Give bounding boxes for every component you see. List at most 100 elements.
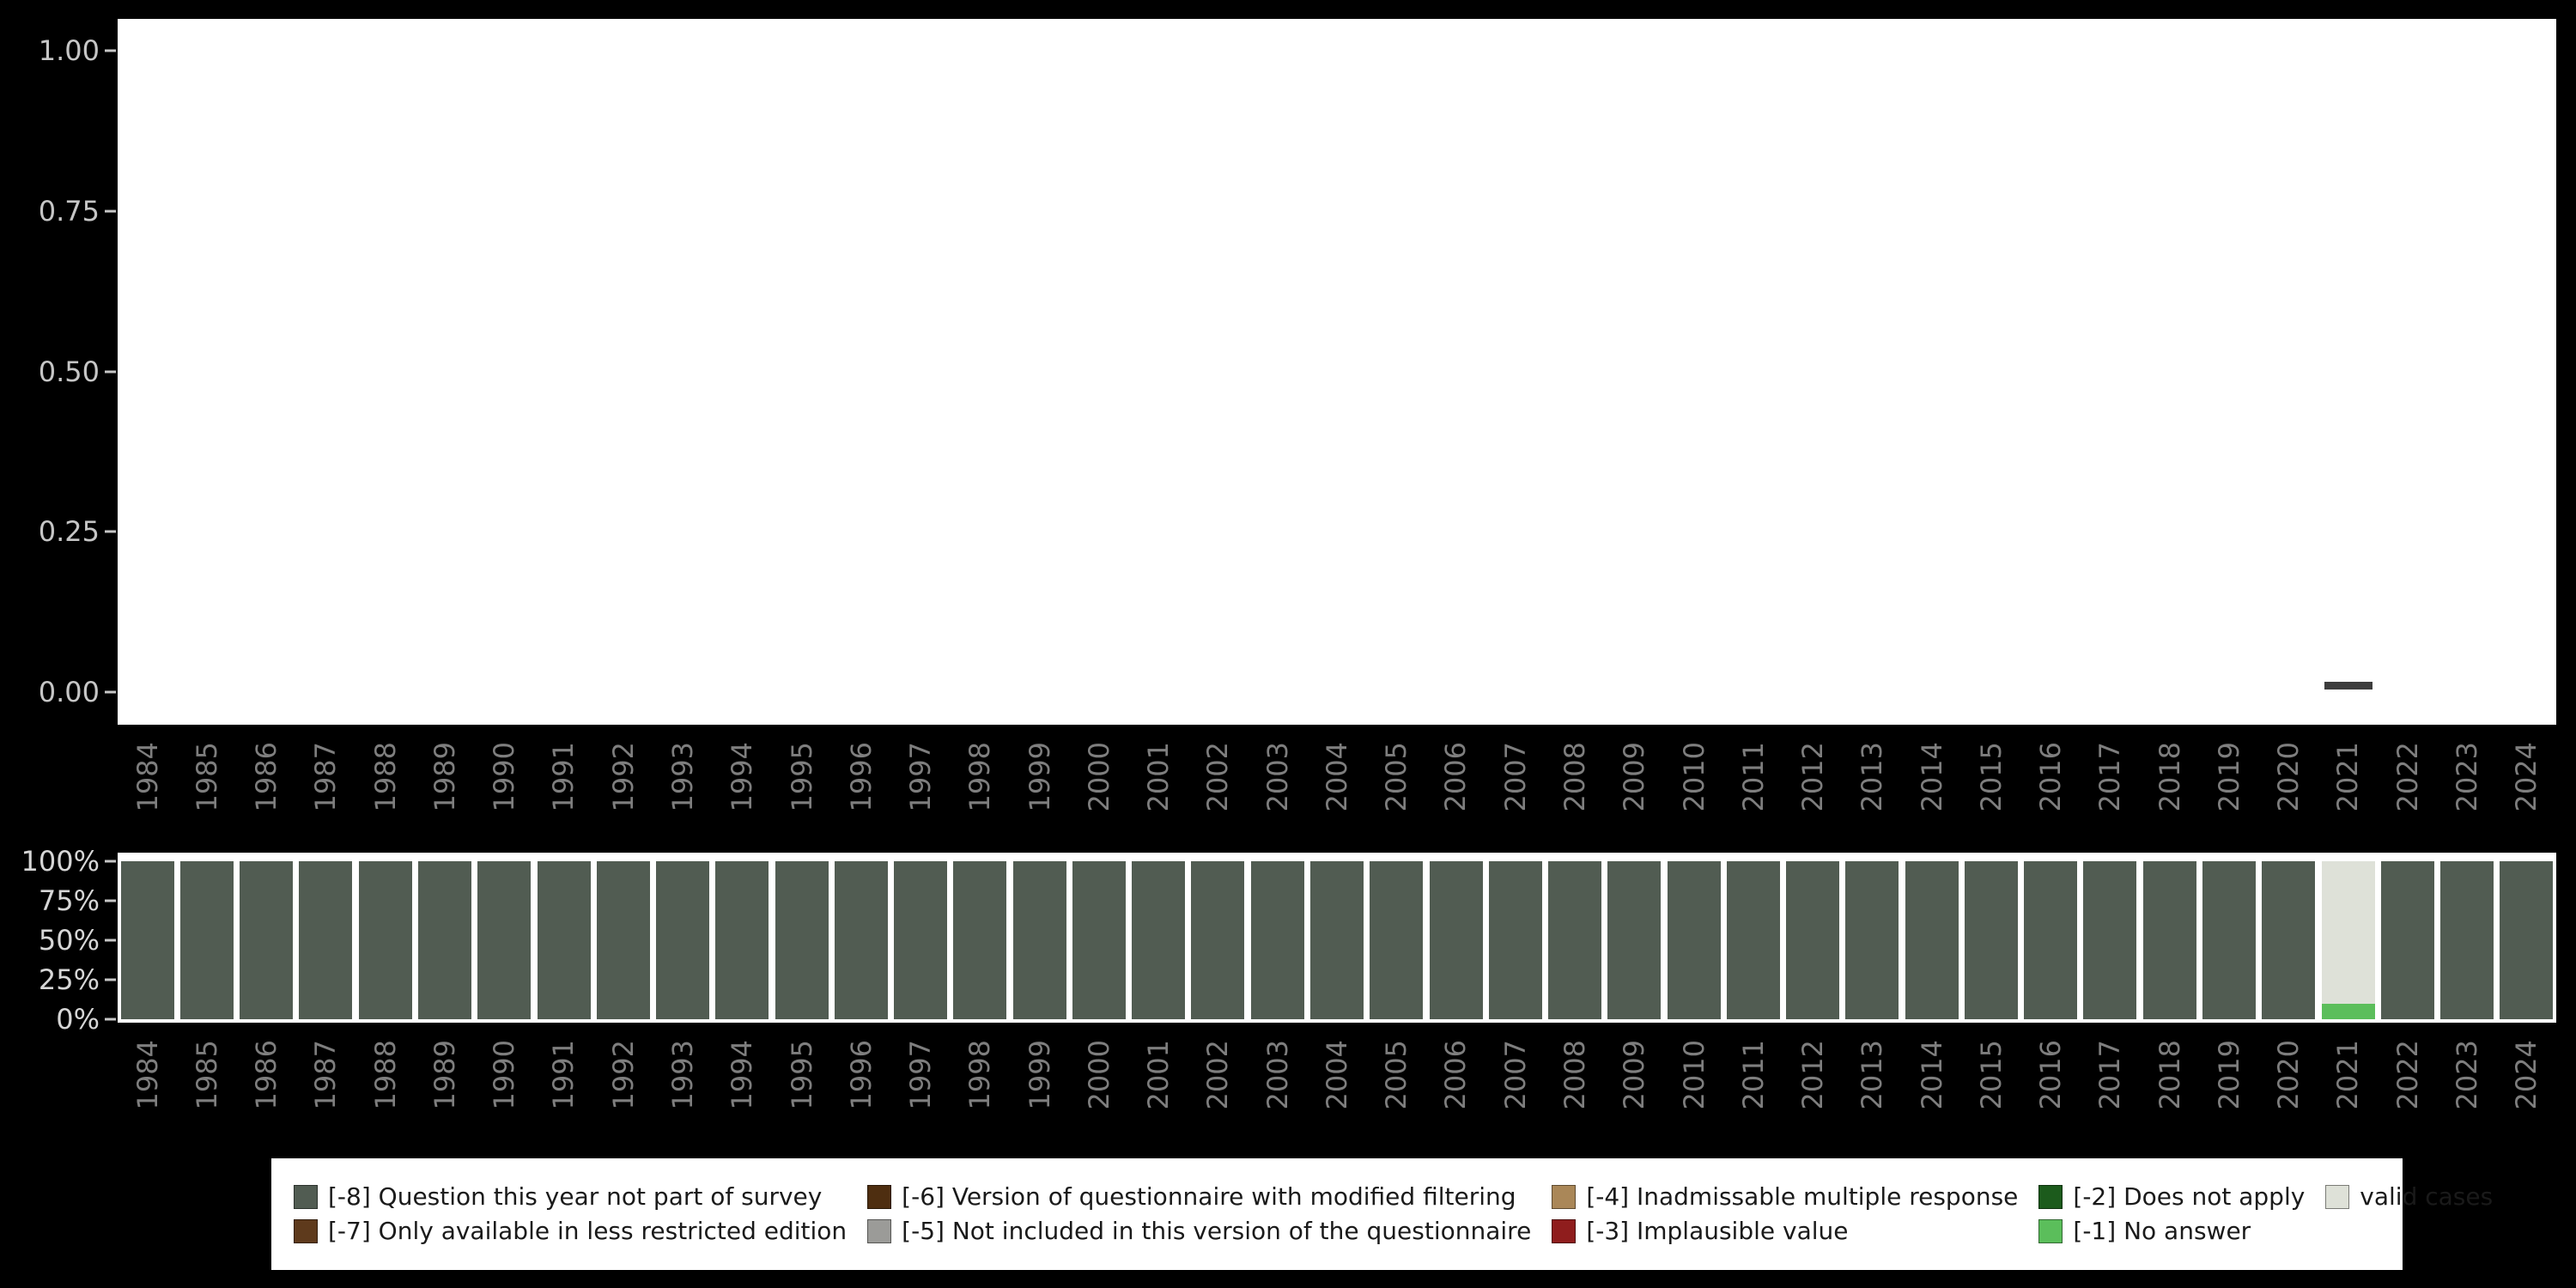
bar-segment	[953, 861, 1007, 1019]
x-year-label: 1999	[1023, 742, 1056, 812]
x-year-cell: 1988	[355, 1033, 415, 1146]
legend-item-m3: [-3] Implausible value	[1552, 1218, 2018, 1244]
legend-item-m8: [-8] Question this year not part of surv…	[294, 1184, 847, 1210]
x-year-label: 1986	[250, 1040, 283, 1110]
x-year-cell: 1998	[951, 1033, 1010, 1146]
x-year-cell: 1996	[831, 1033, 890, 1146]
top-y-tick-label: 1.00	[38, 34, 100, 67]
x-year-label: 1991	[547, 742, 580, 812]
legend-label: [-6] Version of questionnaire with modif…	[902, 1182, 1516, 1211]
bar-segment	[2380, 861, 2434, 1019]
bar-segment	[1250, 861, 1304, 1019]
x-year-cell: 1989	[415, 735, 474, 848]
x-year-cell: 1994	[713, 1033, 772, 1146]
x-year-cell: 1996	[831, 735, 890, 848]
x-year-cell: 1990	[475, 1033, 534, 1146]
x-year-label: 2021	[2331, 1040, 2365, 1110]
legend-label: [-7] Only available in less restricted e…	[328, 1217, 848, 1245]
x-year-label: 2003	[1261, 1040, 1294, 1110]
bar-segment	[1012, 861, 1066, 1019]
x-year-cell: 2017	[2081, 1033, 2140, 1146]
x-year-cell: 2007	[1485, 1033, 1545, 1146]
x-year-label: 2004	[1320, 1040, 1353, 1110]
x-year-cell: 2021	[2318, 735, 2378, 848]
bar-segment	[1548, 861, 1602, 1019]
x-year-cell: 2017	[2081, 735, 2140, 848]
x-year-label: 1997	[904, 1040, 938, 1110]
x-year-label: 2023	[2450, 1040, 2483, 1110]
x-year-label: 2009	[1618, 742, 1651, 812]
x-year-label: 1994	[726, 1040, 759, 1110]
bar-segment	[1667, 861, 1721, 1019]
x-year-label: 1985	[190, 742, 223, 812]
x-year-cell: 1999	[1010, 735, 1069, 848]
x-year-label: 2011	[1736, 1040, 1770, 1110]
bottom-y-tick-label: 75%	[38, 884, 100, 917]
bar-segment	[894, 861, 948, 1019]
x-year-cell: 2012	[1783, 735, 1842, 848]
bar-segment	[1786, 861, 1840, 1019]
bar-segment	[1072, 861, 1126, 1019]
x-year-label: 1997	[904, 742, 938, 812]
x-year-label: 1984	[131, 742, 164, 812]
x-year-cell: 2008	[1545, 735, 1604, 848]
bar-segment	[775, 861, 829, 1019]
x-year-label: 1993	[666, 1040, 700, 1110]
bar-segment	[1191, 861, 1245, 1019]
x-year-cell: 1989	[415, 1033, 474, 1146]
bar-segment	[2083, 861, 2137, 1019]
bar-segment	[1964, 861, 2018, 1019]
x-year-label: 1999	[1023, 1040, 1056, 1110]
legend-item-m5: [-5] Not included in this version of the…	[867, 1218, 1531, 1244]
x-year-cell: 2013	[1843, 1033, 1902, 1146]
x-year-cell: 1991	[534, 735, 593, 848]
bar-segment	[537, 861, 591, 1019]
x-year-cell: 2009	[1605, 1033, 1664, 1146]
bottom-y-tick-label: 100%	[21, 845, 100, 878]
x-year-label: 1984	[131, 1040, 164, 1110]
x-year-label: 1992	[606, 1040, 640, 1110]
legend-swatch-m1	[2038, 1219, 2063, 1243]
x-year-label: 2011	[1736, 742, 1770, 812]
x-year-label: 1992	[606, 742, 640, 812]
top-y-tick-label: 0.75	[38, 194, 100, 228]
legend-swatch-valid	[2325, 1185, 2350, 1209]
x-year-label: 2014	[1915, 742, 1948, 812]
bottom-chart-panel	[118, 853, 2556, 1023]
x-year-label: 2015	[1974, 1040, 2008, 1110]
x-year-label: 2006	[1439, 742, 1473, 812]
bar-segment	[179, 861, 234, 1019]
x-year-label: 1990	[488, 742, 521, 812]
bottom-y-tick-mark	[105, 1018, 116, 1021]
x-year-label: 1998	[963, 742, 997, 812]
x-year-cell: 2023	[2437, 735, 2496, 848]
x-year-cell: 2022	[2378, 1033, 2437, 1146]
x-year-label: 2001	[1142, 742, 1176, 812]
x-year-cell: 2010	[1664, 1033, 1723, 1146]
legend-swatch-m4	[1552, 1185, 1577, 1209]
bar-segment	[417, 861, 471, 1019]
x-year-cell: 2004	[1307, 1033, 1366, 1146]
x-year-cell: 1991	[534, 1033, 593, 1146]
x-year-cell: 2009	[1605, 735, 1664, 848]
x-year-label: 2010	[1677, 742, 1710, 812]
x-year-label: 1990	[488, 1040, 521, 1110]
x-year-label: 2018	[2153, 1040, 2186, 1110]
x-year-cell: 2004	[1307, 735, 1366, 848]
bar-segment	[1726, 861, 1780, 1019]
bar-segment	[656, 861, 710, 1019]
legend-label: valid cases	[2360, 1182, 2494, 1211]
x-year-cell: 2010	[1664, 735, 1723, 848]
x-year-label: 1986	[250, 742, 283, 812]
x-year-label: 1988	[368, 1040, 402, 1110]
x-year-cell: 1992	[593, 735, 653, 848]
x-year-cell: 2014	[1902, 1033, 1961, 1146]
x-year-label: 2016	[2034, 1040, 2068, 1110]
bar-segment	[2202, 861, 2257, 1019]
legend-label: [-4] Inadmissable multiple response	[1586, 1182, 2019, 1211]
x-year-label: 2024	[2510, 742, 2543, 812]
x-year-cell: 2011	[1723, 1033, 1783, 1146]
top-y-tick-mark	[105, 210, 116, 213]
x-year-cell: 1993	[653, 1033, 712, 1146]
x-year-label: 2008	[1558, 1040, 1591, 1110]
